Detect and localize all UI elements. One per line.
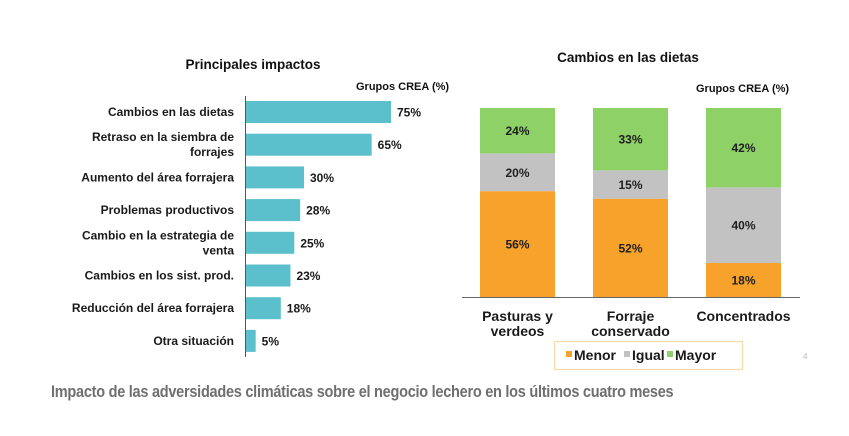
legend: Menor Igual Mayor bbox=[553, 340, 744, 371]
segment-menor-2 bbox=[706, 262, 781, 297]
bar-value-label-0: 75% bbox=[397, 106, 421, 120]
bar-value-label-3: 28% bbox=[306, 204, 330, 218]
segment-menor-1 bbox=[593, 198, 668, 297]
right-chart-title: Cambios en las dietas bbox=[557, 50, 699, 65]
category-label-7: Otra situación bbox=[153, 334, 234, 348]
bar-6 bbox=[246, 297, 281, 320]
principales-impactos-chart: Principales impactos Grupos CREA (%) 75%… bbox=[72, 57, 449, 357]
bar-value-label-6: 18% bbox=[287, 302, 311, 316]
x-category-label-0-line-1: verdeos bbox=[491, 323, 545, 339]
segment-igual-1 bbox=[593, 170, 668, 199]
x-category-label-1-line-0: Forraje bbox=[607, 308, 655, 324]
bar-1 bbox=[246, 133, 372, 156]
legend-swatch-menor bbox=[566, 351, 572, 357]
bar-value-label-1: 65% bbox=[378, 138, 402, 152]
segment-igual-2 bbox=[706, 187, 781, 263]
x-category-label-2: Concentrados bbox=[696, 308, 790, 324]
category-label-1-line-1: forrajes bbox=[190, 145, 234, 159]
x-category-label-1-line-1: conservado bbox=[591, 323, 670, 339]
legend-box bbox=[553, 340, 744, 371]
segment-label-mayor-1: 33% bbox=[618, 133, 642, 147]
bar-value-label-2: 30% bbox=[310, 171, 334, 185]
legend-label-igual: Igual bbox=[632, 347, 665, 363]
segment-label-menor-0: 56% bbox=[505, 238, 529, 252]
segment-igual-0 bbox=[480, 153, 555, 192]
bar-value-label-5: 23% bbox=[296, 269, 320, 283]
bar-4 bbox=[246, 231, 295, 254]
figure-caption: Impacto de las adversidades climáticas s… bbox=[51, 383, 674, 401]
right-chart-subtitle: Grupos CREA (%) bbox=[696, 83, 789, 95]
segment-label-igual-2: 40% bbox=[731, 219, 755, 233]
legend-label-menor: Menor bbox=[574, 347, 617, 363]
segment-mayor-1 bbox=[593, 108, 668, 171]
bar-value-label-4: 25% bbox=[300, 236, 324, 250]
left-chart-subtitle: Grupos CREA (%) bbox=[356, 81, 449, 93]
bar-5 bbox=[246, 264, 291, 287]
bar-0 bbox=[246, 101, 391, 123]
category-label-1-line-0: Retraso en la siembra de bbox=[92, 130, 234, 144]
segment-label-mayor-0: 24% bbox=[505, 124, 529, 138]
category-label-4-line-1: venta bbox=[203, 243, 235, 257]
bar-3 bbox=[246, 199, 301, 222]
segment-mayor-0 bbox=[480, 108, 555, 154]
category-label-4-line-0: Cambio en la estrategia de bbox=[82, 228, 234, 242]
category-label-5: Cambios en los sist. prod. bbox=[85, 269, 234, 283]
segment-label-menor-1: 52% bbox=[618, 241, 642, 255]
category-label-2: Aumento del área forrajera bbox=[81, 170, 234, 184]
segment-label-mayor-2: 42% bbox=[731, 141, 755, 155]
legend-label-mayor: Mayor bbox=[675, 347, 717, 363]
segment-label-menor-2: 18% bbox=[731, 273, 755, 287]
cambios-dietas-chart: Cambios en las dietas Grupos CREA (%) 56… bbox=[462, 50, 808, 371]
category-label-6: Reducción del área forrajera bbox=[72, 301, 234, 315]
left-chart-title: Principales impactos bbox=[185, 57, 320, 72]
bar-2 bbox=[246, 166, 304, 189]
bar-value-label-7: 5% bbox=[262, 334, 280, 348]
segment-label-igual-1: 15% bbox=[618, 178, 642, 192]
segment-menor-0 bbox=[480, 191, 555, 297]
page-number: 4 bbox=[803, 352, 808, 361]
x-category-label-0-line-0: Pasturas y bbox=[482, 308, 553, 324]
legend-swatch-mayor bbox=[667, 351, 673, 357]
category-label-3: Problemas productivos bbox=[101, 203, 235, 217]
legend-swatch-igual bbox=[624, 351, 630, 357]
bar-7 bbox=[246, 329, 256, 352]
segment-label-igual-0: 20% bbox=[505, 166, 529, 180]
category-label-0: Cambios en las dietas bbox=[108, 105, 234, 119]
segment-mayor-2 bbox=[706, 108, 781, 188]
